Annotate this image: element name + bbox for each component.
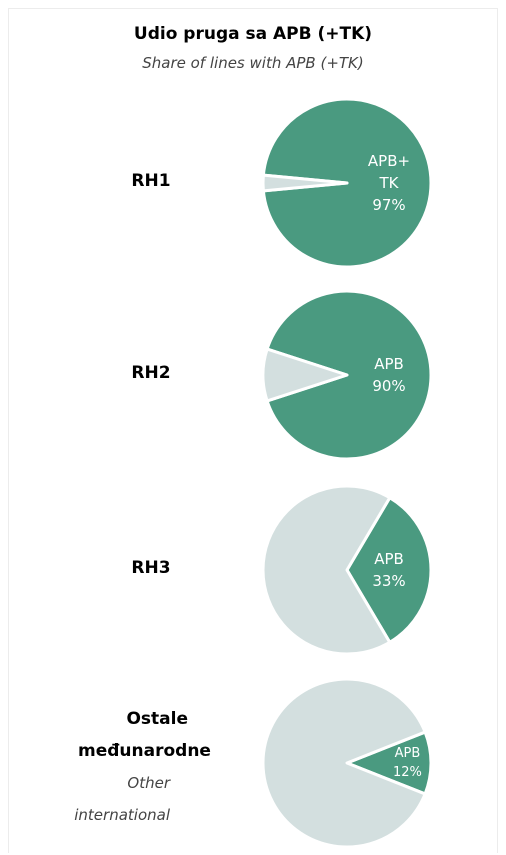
slice-label: APB 12% <box>385 744 429 782</box>
slice-value: 90% <box>372 377 406 395</box>
row-label-en: Other international <box>74 774 170 824</box>
slice-label: APB 90% <box>367 353 411 397</box>
row-label: RH2 <box>131 363 171 383</box>
pie-slice <box>261 484 392 656</box>
slice-label: APB+ TK 97% <box>367 150 411 216</box>
row-label: Ostale međunarodne <box>78 709 211 761</box>
frame <box>8 8 498 853</box>
pie-slice <box>261 347 349 403</box>
subtitle: Share of lines with APB (+TK) <box>142 54 364 72</box>
slice-label: APB 33% <box>367 548 411 592</box>
pie-slice <box>345 496 433 644</box>
slice-value: 12% <box>393 765 422 780</box>
slice-value: 33% <box>372 572 406 590</box>
pie-slice <box>261 677 427 849</box>
slice-value: 97% <box>372 196 406 214</box>
slice-category: APB <box>374 355 404 373</box>
row-label: RH3 <box>131 558 171 578</box>
pie-slice <box>261 173 349 193</box>
pie-slice <box>265 289 433 461</box>
slice-category: APB+ TK <box>367 152 411 192</box>
slice-category: APB <box>374 550 404 568</box>
title: Udio pruga sa APB (+TK) <box>133 24 373 44</box>
row-label: RH1 <box>131 171 171 191</box>
slice-category: APB <box>394 746 421 761</box>
